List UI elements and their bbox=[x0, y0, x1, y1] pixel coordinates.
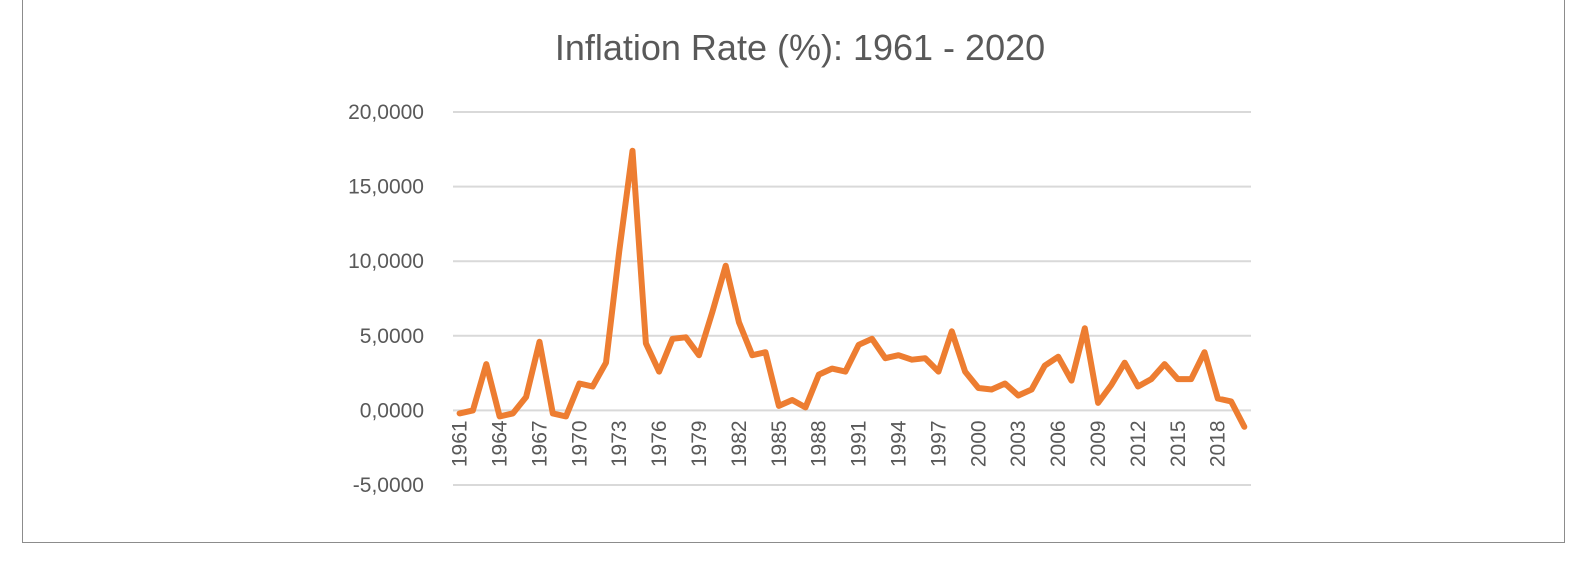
x-tick-label: 1994 bbox=[888, 420, 911, 467]
x-tick-label: 1997 bbox=[927, 420, 950, 467]
x-tick-label: 1991 bbox=[848, 420, 871, 467]
y-tick-label: -5,0000 bbox=[353, 474, 424, 497]
y-tick-label: 5,0000 bbox=[360, 325, 424, 348]
x-tick-label: 2018 bbox=[1207, 420, 1230, 467]
x-tick-label: 1961 bbox=[449, 420, 472, 467]
y-axis-tick-labels: -5,0000 0,0000 5,0000 10,0000 15,0000 20,0000 bbox=[348, 101, 424, 497]
x-tick-label: 2000 bbox=[967, 420, 990, 467]
x-tick-label: 2015 bbox=[1167, 420, 1190, 467]
x-axis-tick-labels: 1961 1964 1967 1970 1973 1976 1979 1982 1985 1988… bbox=[449, 420, 1230, 467]
gridlines bbox=[453, 111, 1251, 486]
x-tick-label: 1967 bbox=[528, 420, 551, 467]
chart-frame bbox=[22, 0, 1565, 543]
y-tick-label: 15,0000 bbox=[348, 176, 424, 199]
x-tick-label: 1988 bbox=[808, 420, 831, 467]
x-tick-label: 2009 bbox=[1087, 420, 1110, 467]
y-tick-label: 20,0000 bbox=[348, 101, 424, 124]
x-tick-label: 2003 bbox=[1007, 420, 1030, 467]
x-tick-label: 1985 bbox=[768, 420, 791, 467]
chart-title: Inflation Rate (%): 1961 - 2020 bbox=[555, 27, 1045, 68]
y-tick-label: 10,0000 bbox=[348, 250, 424, 273]
x-tick-label: 1982 bbox=[728, 420, 751, 467]
x-tick-label: 1970 bbox=[568, 420, 591, 467]
x-tick-label: 1976 bbox=[648, 420, 671, 467]
series-line-inflation bbox=[456, 147, 1248, 430]
x-tick-label: 2006 bbox=[1047, 420, 1070, 467]
plot-area bbox=[456, 147, 1248, 430]
x-tick-label: 1973 bbox=[608, 420, 631, 467]
x-tick-label: 2012 bbox=[1127, 420, 1150, 467]
x-tick-label: 1979 bbox=[688, 420, 711, 467]
y-tick-label: 0,0000 bbox=[360, 399, 424, 422]
x-tick-label: 1964 bbox=[489, 420, 512, 467]
